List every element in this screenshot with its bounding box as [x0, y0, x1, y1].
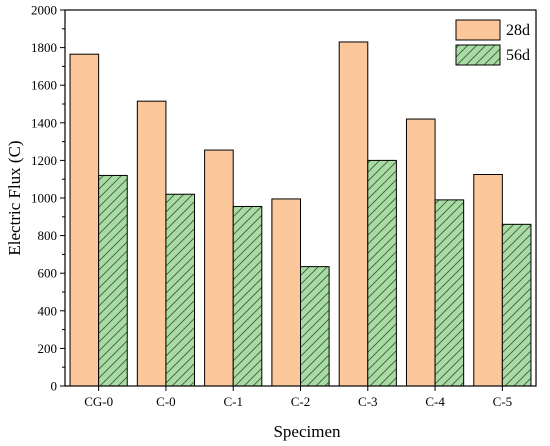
x-tick-label-CG-0: CG-0: [84, 394, 113, 409]
bar-56d-C-5: [501, 223, 532, 387]
x-tick-label-C-3: C-3: [358, 394, 378, 409]
bar-56d-C-3: [367, 159, 397, 387]
bar-56d-C-1: [232, 205, 263, 387]
y-tick-label-1400: 1400: [31, 115, 57, 130]
legend-label-28d: 28d: [506, 22, 530, 39]
bar-56d-C-0: [165, 193, 196, 387]
y-tick-label-1000: 1000: [31, 191, 57, 206]
y-axis-title: Electric Flux (C): [5, 140, 24, 255]
plot-frame: [64, 9, 537, 387]
legend-swatch-28d: [455, 19, 501, 41]
bar-28d-C-5: [473, 174, 503, 387]
bar-28d-C-4: [405, 118, 436, 387]
bar-28d-C-2: [271, 198, 301, 387]
bar-56d-C-4: [434, 199, 465, 387]
y-tick-label-800: 800: [38, 228, 58, 243]
y-tick-label-0: 0: [51, 379, 58, 394]
y-tick-label-1600: 1600: [31, 78, 57, 93]
bar-28d-C-0: [136, 100, 167, 387]
y-tick-label-1800: 1800: [31, 40, 57, 55]
y-tick-label-2000: 2000: [31, 3, 57, 18]
bar-56d-C-2: [300, 266, 330, 387]
y-tick-label-600: 600: [38, 266, 58, 281]
bars-layer: [69, 41, 532, 387]
bar-28d-C-1: [204, 149, 234, 387]
x-tick-label-C-0: C-0: [156, 394, 176, 409]
x-tick-label-C-2: C-2: [291, 394, 311, 409]
x-tick-label-C-5: C-5: [493, 394, 513, 409]
y-tick-label-1200: 1200: [31, 153, 57, 168]
bar-28d-C-3: [338, 41, 369, 387]
y-tick-label-200: 200: [38, 341, 58, 356]
y-tick-label-400: 400: [38, 303, 58, 318]
legend-swatch-56d: [455, 44, 501, 66]
x-tick-label-C-4: C-4: [425, 394, 445, 409]
legend-label-56d: 56d: [506, 47, 530, 64]
x-tick-label-C-1: C-1: [223, 394, 243, 409]
x-axis-title: Specimen: [273, 422, 341, 441]
bar-28d-CG-0: [69, 53, 100, 387]
bar-56d-CG-0: [98, 174, 128, 387]
axes-layer: CG-0 C-0 C-1 C-2 C-3 C-4 C-5 0 200 400 600 800 1000 1…: [31, 3, 537, 409]
